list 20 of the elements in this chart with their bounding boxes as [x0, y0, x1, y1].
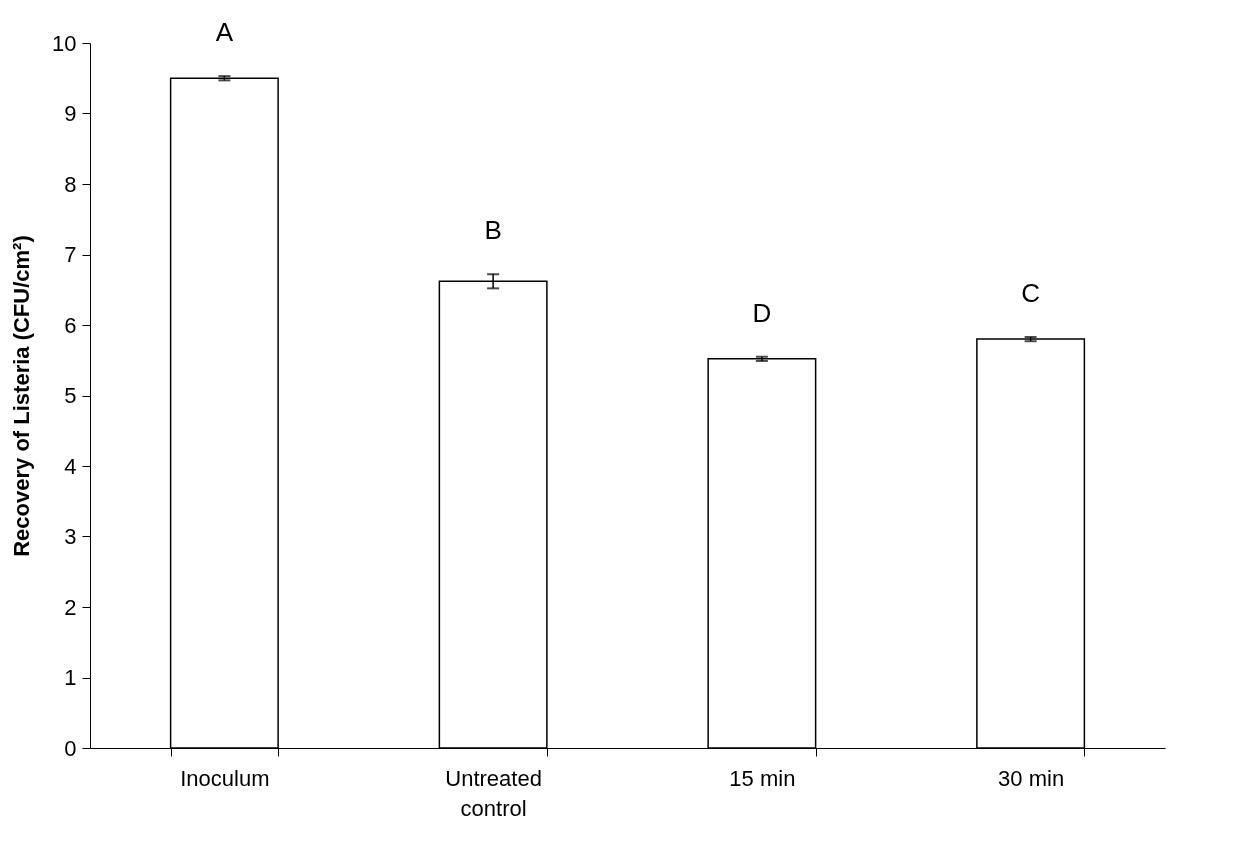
y-tick-label: 1: [64, 665, 77, 690]
y-tick-label: 10: [52, 30, 77, 56]
y-tick-label: 0: [64, 735, 77, 761]
y-tick-label: 6: [64, 312, 77, 338]
y-tick-label: 7: [64, 242, 77, 267]
x-tick-label: 30 min: [998, 765, 1065, 791]
y-tick-label: 3: [64, 524, 77, 549]
y-tick-label: 8: [64, 171, 77, 197]
x-tick-label: Untreated control: [445, 765, 542, 821]
x-tick-label: Inoculum: [180, 765, 270, 791]
y-tick-label: 9: [64, 101, 77, 126]
y-tick-label: 2: [64, 594, 77, 620]
y-tick-label: 5: [64, 383, 77, 408]
annotation: C: [1021, 277, 1041, 308]
annotation: B: [484, 215, 502, 246]
annotation: A: [215, 17, 234, 48]
y-axis-title: Recovery of Listeria (CFU/cm²): [9, 235, 35, 557]
y-tick-label: 4: [64, 453, 77, 479]
x-tick-label: 15 min: [729, 765, 796, 791]
annotation: D: [752, 297, 772, 328]
